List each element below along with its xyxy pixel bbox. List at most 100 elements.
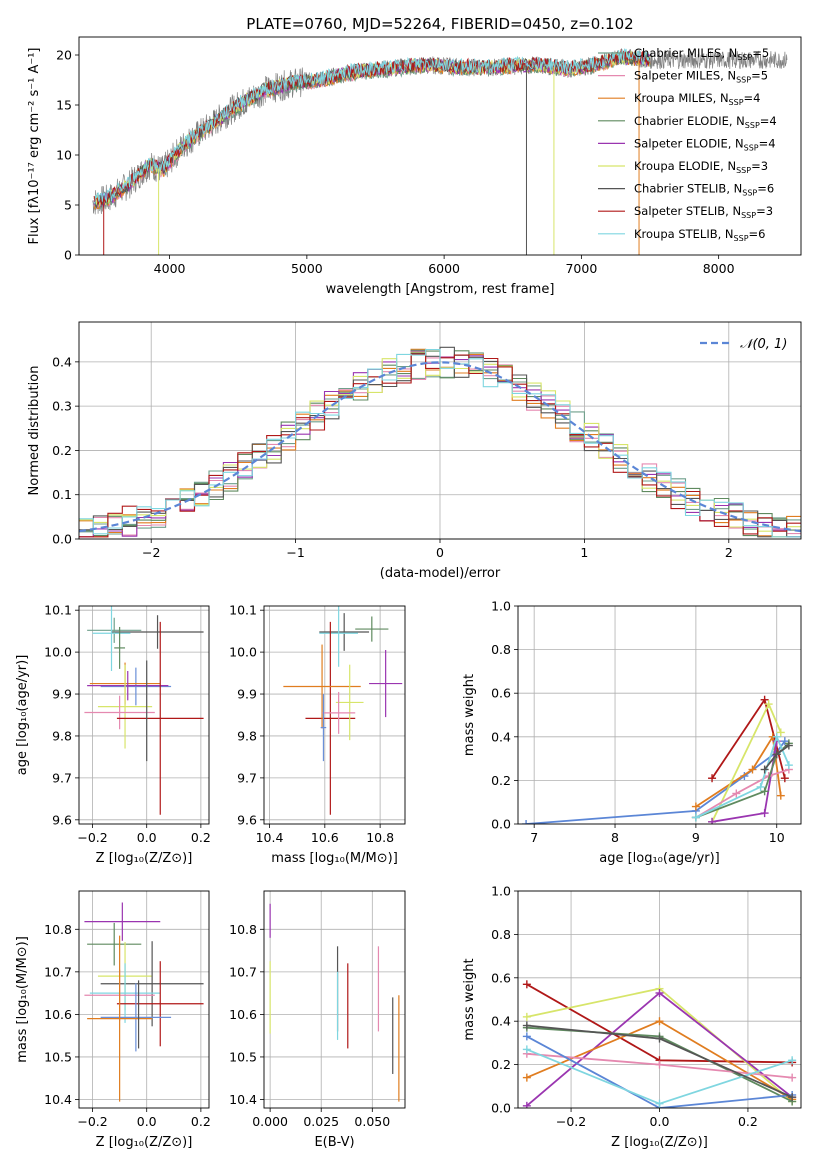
tick-label-x: 0.000	[252, 1114, 288, 1129]
tick-label-x: −2	[142, 545, 160, 560]
tick-label-x: 0.0	[137, 830, 157, 845]
x-axis-label: mass [log₁₀(M/M⊙)]	[271, 851, 398, 866]
y-axis-label: Flux [fλ10⁻¹⁷ erg cm⁻² s⁻¹ A⁻¹]	[27, 48, 42, 245]
tick-label-y: 10.5	[44, 1049, 72, 1064]
spectrum-axes: 4000 5000 6000 7000 8000 0 5 10 15 20 wavelength […	[27, 48, 735, 298]
tick-label-x: −1	[286, 545, 304, 560]
tick-label-x: 8	[611, 830, 619, 845]
chart-title: PLATE=0760, MJD=52264, FIBERID=0450, z=0…	[246, 15, 633, 33]
tick-label-x: 1	[580, 545, 588, 560]
legend-entry: Kroupa MILES, NSSP=4	[634, 91, 760, 107]
tick-label-y: 0.1	[52, 487, 72, 502]
tick-label-x: 10.8	[366, 830, 394, 845]
x-axis-label: wavelength [Angstrom, rest frame]	[326, 282, 555, 297]
weight_z-plot	[522, 980, 797, 1108]
z_age-axes: −0.2 0.0 0.2 9.6 9.7 9.8 9.9 10.0 10.1 Z [log₁₀(Z…	[15, 603, 211, 866]
axes-frame	[78, 321, 802, 540]
z_mass-plot	[84, 902, 204, 1102]
tick-label-x: 10.4	[256, 830, 284, 845]
tick-label-x: −0.2	[77, 830, 107, 845]
tick-label-y: 9.9	[52, 687, 72, 702]
tick-label-x: 0.2	[191, 830, 211, 845]
tick-label-x: 0.0	[137, 1114, 157, 1129]
y-axis-label: mass [log₁₀(M/M⊙)]	[15, 936, 30, 1063]
tick-label-x: −0.2	[77, 1114, 107, 1129]
tick-label-x: −0.2	[556, 1114, 586, 1129]
y-axis-label: mass weight	[462, 674, 477, 756]
weight-line-kroupa_miles	[695, 734, 782, 808]
normal-curve	[79, 361, 801, 533]
tick-label-y: 9.8	[52, 728, 72, 743]
hist-kroupa_stelib	[79, 348, 801, 538]
spectrum-plot	[92, 47, 788, 255]
legend-entry: Salpeter STELIB, NSSP=3	[634, 204, 773, 220]
z_mass-axes: −0.2 0.0 0.2 10.4 10.5 10.6 10.7 10.8 Z [log₁₀(Z…	[15, 891, 211, 1150]
mass_age-plot	[283, 606, 403, 815]
legend-entry: Chabrier MILES, NSSP=5	[634, 46, 769, 62]
tick-label-y: 0.4	[491, 1014, 511, 1029]
tick-label-y: 10	[56, 148, 72, 163]
tick-label-x: 10	[769, 830, 785, 845]
tick-label-y: 0.0	[52, 532, 72, 547]
tick-label-y: 10.8	[229, 922, 257, 937]
axes-frame	[517, 605, 802, 825]
hist-axes: −2 −1 0 1 2 0.0 0.1 0.2 0.3 0.4 (data-model)/error…	[27, 322, 801, 581]
tick-label-y: 0.0	[491, 817, 511, 832]
hist-kroupa_elodie	[79, 351, 801, 538]
weight_z-axes: −0.2 0.0 0.2 0.0 0.2 0.4 0.6 0.8 1.0 Z [log₁₀(Z/Z…	[462, 884, 801, 1150]
tick-label-y: 10.8	[44, 922, 72, 937]
tick-label-y: 5	[64, 198, 72, 213]
tick-label-x: 5000	[291, 261, 323, 276]
x-axis-label: age [log₁₀(age/yr)]	[599, 851, 720, 866]
tick-label-y: 0.2	[491, 1057, 511, 1072]
x-axis-label: Z [log₁₀(Z/Z⊙)]	[96, 851, 193, 866]
tick-label-y: 1.0	[491, 884, 511, 899]
tick-label-y: 0.8	[491, 927, 511, 942]
legend-entry: Chabrier ELODIE, NSSP=4	[634, 114, 777, 130]
legend-entry: Kroupa STELIB, NSSP=6	[634, 227, 765, 243]
axes-frame	[263, 890, 406, 1109]
tick-label-y: 0.6	[491, 686, 511, 701]
tick-label-y: 10.0	[44, 645, 72, 660]
tick-label-y: 0.3	[52, 399, 72, 414]
tick-label-y: 10.4	[229, 1092, 257, 1107]
weight-line-normal	[526, 1035, 793, 1108]
tick-label-y: 9.6	[52, 812, 72, 827]
tick-label-y: 9.7	[237, 770, 257, 785]
axes-frame	[78, 36, 802, 256]
weight_age-plot	[522, 695, 793, 824]
tick-label-x: 0.050	[354, 1114, 390, 1129]
x-axis-label: (data-model)/error	[380, 566, 501, 581]
tick-label-y: 0.2	[52, 443, 72, 458]
tick-label-y: 0.0	[491, 1101, 511, 1116]
tick-label-y: 9.7	[52, 770, 72, 785]
tick-label-x: 7	[530, 830, 538, 845]
tick-label-x: 0	[436, 545, 444, 560]
ebv_mass-plot	[269, 903, 400, 1102]
tick-label-y: 9.6	[237, 812, 257, 827]
x-axis-label: Z [log₁₀(Z/Z⊙)]	[611, 1135, 708, 1150]
tick-label-x: 0.025	[303, 1114, 339, 1129]
y-axis-label: Normed distribution	[27, 366, 42, 496]
tick-label-y: 0	[64, 248, 72, 263]
legend-entry: 𝒩(0, 1)	[740, 337, 787, 352]
legend-entry: Salpeter MILES, NSSP=5	[634, 69, 768, 85]
tick-label-x: 2	[725, 545, 733, 560]
tick-label-y: 10.1	[44, 603, 72, 618]
tick-label-y: 9.9	[237, 687, 257, 702]
legend-entry: Salpeter ELODIE, NSSP=4	[634, 136, 776, 152]
x-axis-label: E(B-V)	[314, 1135, 354, 1150]
tick-label-y: 10.0	[229, 645, 257, 660]
tick-label-y: 10.7	[44, 964, 72, 979]
tick-label-y: 10.5	[229, 1049, 257, 1064]
tick-label-y: 10.6	[229, 1007, 257, 1022]
legend-entry: Chabrier STELIB, NSSP=6	[634, 182, 774, 198]
tick-label-y: 10.1	[229, 603, 257, 618]
z_age-plot	[84, 606, 204, 815]
tick-label-y: 0.6	[491, 970, 511, 985]
legend-entry: Kroupa ELODIE, NSSP=3	[634, 159, 768, 175]
tick-label-y: 15	[56, 98, 72, 113]
ebv_mass-axes: 0.000 0.025 0.050 10.4 10.5 10.6 10.7 10.8 E(B-V…	[229, 891, 405, 1150]
model-spectrum-kroupa_stelib	[93, 47, 650, 205]
